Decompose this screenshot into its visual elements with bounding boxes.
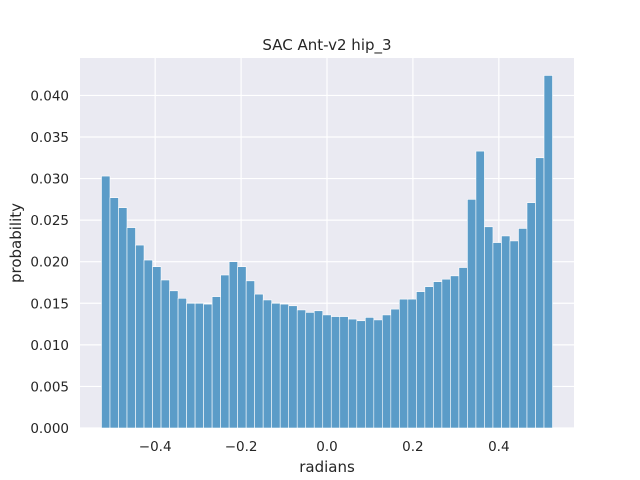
- x-tick-label: 0.4: [488, 439, 509, 455]
- histogram-bar: [373, 319, 383, 429]
- histogram-bar: [339, 316, 349, 429]
- histogram-bar: [296, 309, 307, 429]
- histogram-bar: [237, 266, 247, 429]
- histogram-bar: [271, 302, 281, 429]
- x-tick-label: −0.4: [139, 439, 172, 455]
- x-tick-labels: −0.4 −0.2 0.0 0.2 0.4: [139, 439, 510, 455]
- histogram-bar: [433, 281, 443, 429]
- histogram-bar: [109, 197, 119, 429]
- histogram-bar: [526, 202, 536, 429]
- histogram-bar: [382, 314, 392, 429]
- histogram-bar: [458, 267, 468, 429]
- histogram-bar: [245, 280, 255, 429]
- histogram-bar: [450, 275, 460, 429]
- histogram-bar: [118, 207, 128, 429]
- x-tick-label: 0.0: [316, 439, 337, 455]
- histogram-bar: [220, 274, 230, 429]
- histogram-bar: [356, 320, 366, 429]
- histogram-bar: [543, 75, 553, 429]
- histogram-bar: [194, 302, 204, 429]
- histogram-bar: [305, 312, 315, 429]
- histogram-bar: [254, 293, 264, 429]
- histogram-bar: [160, 279, 170, 429]
- histogram-bar: [322, 314, 332, 429]
- histogram-bar: [313, 310, 324, 429]
- histogram-bar: [347, 318, 358, 429]
- histogram-bar: [509, 240, 519, 429]
- y-tick-label: 0.030: [30, 172, 69, 188]
- y-tick-label: 0.000: [30, 421, 69, 437]
- y-tick-label: 0.015: [30, 296, 69, 312]
- histogram-bar: [441, 278, 451, 429]
- histogram-bar: [364, 317, 375, 429]
- histogram-bar: [475, 150, 485, 429]
- histogram-bar: [152, 266, 162, 429]
- histogram-bar: [535, 157, 545, 429]
- histogram-bar: [228, 261, 238, 429]
- y-tick-label: 0.035: [30, 130, 69, 146]
- histogram-bar: [143, 259, 153, 429]
- histogram-bar: [279, 303, 290, 429]
- histogram-bar: [492, 242, 502, 429]
- histogram-bar: [135, 244, 145, 429]
- histogram-bar: [416, 291, 426, 429]
- x-tick-label: −0.2: [225, 439, 258, 455]
- histogram-bar: [484, 226, 494, 429]
- y-tick-label: 0.025: [30, 213, 69, 229]
- histogram-bar: [407, 298, 417, 429]
- histogram-bar: [330, 316, 341, 429]
- histogram-bar: [399, 298, 409, 429]
- histogram-bar: [186, 302, 196, 429]
- histogram-bar: [288, 305, 298, 429]
- y-tick-label: 0.010: [30, 338, 69, 354]
- histogram-bar: [126, 227, 136, 429]
- histogram-bar: [211, 296, 221, 429]
- histogram-bar: [390, 308, 400, 429]
- histogram-bars: [101, 75, 553, 429]
- y-tick-labels: 0.000 0.005 0.010 0.015 0.020 0.025 0.030 0.035…: [30, 88, 69, 437]
- histogram-bar: [424, 286, 434, 429]
- histogram-bar: [177, 297, 187, 429]
- histogram-bar: [262, 299, 272, 429]
- histogram-bar: [101, 175, 111, 429]
- y-tick-label: 0.040: [30, 88, 69, 104]
- histogram-bar: [169, 290, 179, 429]
- x-axis-label: radians: [299, 458, 355, 476]
- y-axis-label: probability: [7, 203, 25, 283]
- y-tick-label: 0.020: [30, 255, 69, 271]
- x-tick-label: 0.2: [402, 439, 423, 455]
- histogram-bar: [518, 228, 528, 429]
- histogram-bar: [203, 303, 213, 429]
- histogram-bar: [501, 235, 511, 429]
- chart-title: SAC Ant-v2 hip_3: [262, 36, 391, 55]
- y-tick-label: 0.005: [30, 379, 69, 395]
- histogram-bar: [467, 199, 477, 429]
